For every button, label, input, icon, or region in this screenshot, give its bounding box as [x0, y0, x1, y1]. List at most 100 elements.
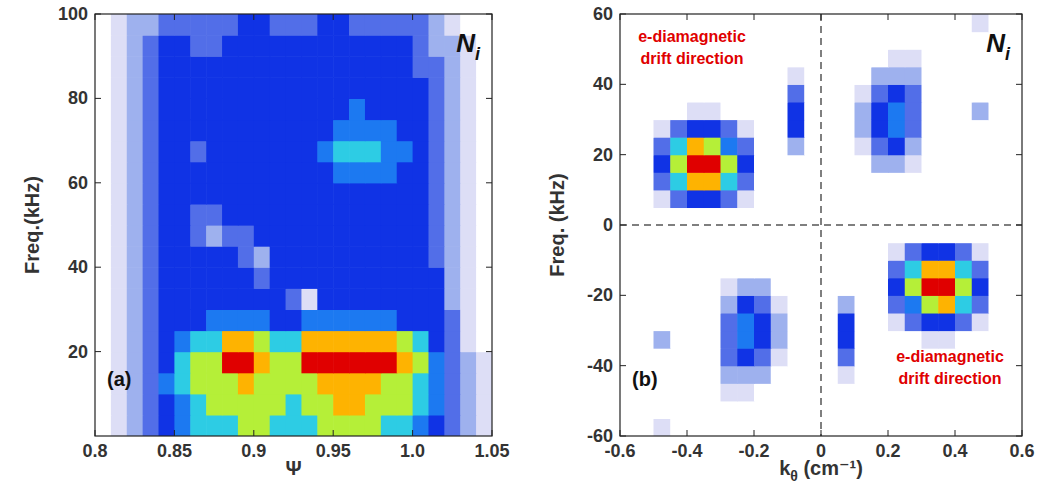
heat-cell — [654, 172, 671, 190]
heat-cell — [922, 418, 939, 436]
heat-cell — [1005, 366, 1022, 384]
heat-cell — [270, 246, 286, 268]
heat-cell — [397, 373, 413, 395]
heat-cell — [111, 120, 127, 142]
heat-cell — [143, 288, 159, 310]
heat-cell — [905, 84, 922, 102]
heat-cell — [989, 278, 1006, 296]
heat-cell — [972, 155, 989, 173]
heat-cell — [989, 84, 1006, 102]
heat-cell — [381, 246, 397, 268]
heat-cell — [654, 313, 671, 331]
heat-cell — [413, 331, 429, 353]
heat-cell — [413, 415, 429, 436]
heat-cell — [206, 98, 222, 120]
heat-cell — [143, 394, 159, 416]
x-tick-label: -0.2 — [738, 441, 769, 461]
heat-cell — [95, 309, 111, 331]
heat-cell — [955, 313, 972, 331]
heat-cell — [905, 32, 922, 50]
heat-cell — [620, 84, 637, 102]
heat-cell — [254, 394, 270, 416]
heat-cell — [989, 102, 1006, 120]
heat-cell — [670, 67, 687, 85]
heat-cell — [444, 77, 460, 99]
heat-cell — [637, 120, 654, 138]
heat-cell — [270, 98, 286, 120]
heat-cell — [754, 84, 771, 102]
heat-cell — [413, 183, 429, 205]
heat-cell — [687, 84, 704, 102]
heat-cell — [143, 35, 159, 57]
x-tick — [888, 430, 889, 436]
heat-cell — [938, 278, 955, 296]
heat-cell — [754, 260, 771, 278]
heat-cell — [922, 155, 939, 173]
heat-cell — [670, 383, 687, 401]
heat-cell — [317, 352, 333, 374]
heat-cell — [687, 207, 704, 225]
heat-cell — [95, 183, 111, 205]
heat-cell — [111, 162, 127, 184]
heat-cell — [620, 260, 637, 278]
heat-cell — [206, 225, 222, 247]
heat-cell — [111, 415, 127, 436]
heat-cell — [381, 394, 397, 416]
y-tick — [620, 365, 626, 366]
heat-cell — [754, 331, 771, 349]
heat-cell — [804, 418, 821, 436]
heat-cell — [871, 172, 888, 190]
heat-cell — [301, 14, 317, 36]
heat-cell — [838, 348, 855, 366]
heat-cell — [365, 415, 381, 436]
heat-cell — [637, 348, 654, 366]
heat-cell — [428, 309, 444, 331]
heat-cell — [349, 77, 365, 99]
heat-cell — [254, 162, 270, 184]
y-tick — [486, 267, 492, 268]
heat-cell — [428, 352, 444, 374]
x-tick-label: 1.0 — [400, 441, 425, 461]
heat-cell — [838, 84, 855, 102]
heat-cell — [687, 313, 704, 331]
heat-cell — [687, 155, 704, 173]
heat-cell — [174, 183, 190, 205]
heat-cell — [1005, 331, 1022, 349]
heat-cell — [721, 295, 738, 313]
heat-cell — [143, 14, 159, 36]
heat-cell — [317, 246, 333, 268]
heat-cell — [771, 137, 788, 155]
heat-cell — [238, 77, 254, 99]
heat-cell — [159, 394, 175, 416]
heat-cell — [654, 331, 671, 349]
heat-cell — [190, 183, 206, 205]
heat-cell — [704, 260, 721, 278]
heat-cell — [428, 267, 444, 289]
heat-cell — [127, 56, 143, 78]
heat-cell — [349, 141, 365, 163]
heat-cell — [286, 352, 302, 374]
heat-cell — [721, 84, 738, 102]
heat-cell — [737, 418, 754, 436]
heat-cell — [444, 120, 460, 142]
subscript: i — [475, 44, 481, 64]
heat-cell — [460, 204, 476, 226]
heat-cell — [159, 183, 175, 205]
heat-cell — [871, 207, 888, 225]
heat-cell — [972, 278, 989, 296]
heat-cell — [397, 415, 413, 436]
heat-cell — [444, 141, 460, 163]
heat-cell — [620, 313, 637, 331]
heat-cell — [955, 32, 972, 50]
heat-cell — [687, 137, 704, 155]
heat-cell — [1005, 295, 1022, 313]
heat-cell — [620, 67, 637, 85]
heat-cell — [871, 418, 888, 436]
heat-cell — [855, 67, 872, 85]
heat-cell — [888, 155, 905, 173]
heat-cell — [428, 120, 444, 142]
heat-cell — [413, 373, 429, 395]
heat-cell — [838, 49, 855, 67]
heat-cell — [206, 77, 222, 99]
heat-cell — [922, 331, 939, 349]
